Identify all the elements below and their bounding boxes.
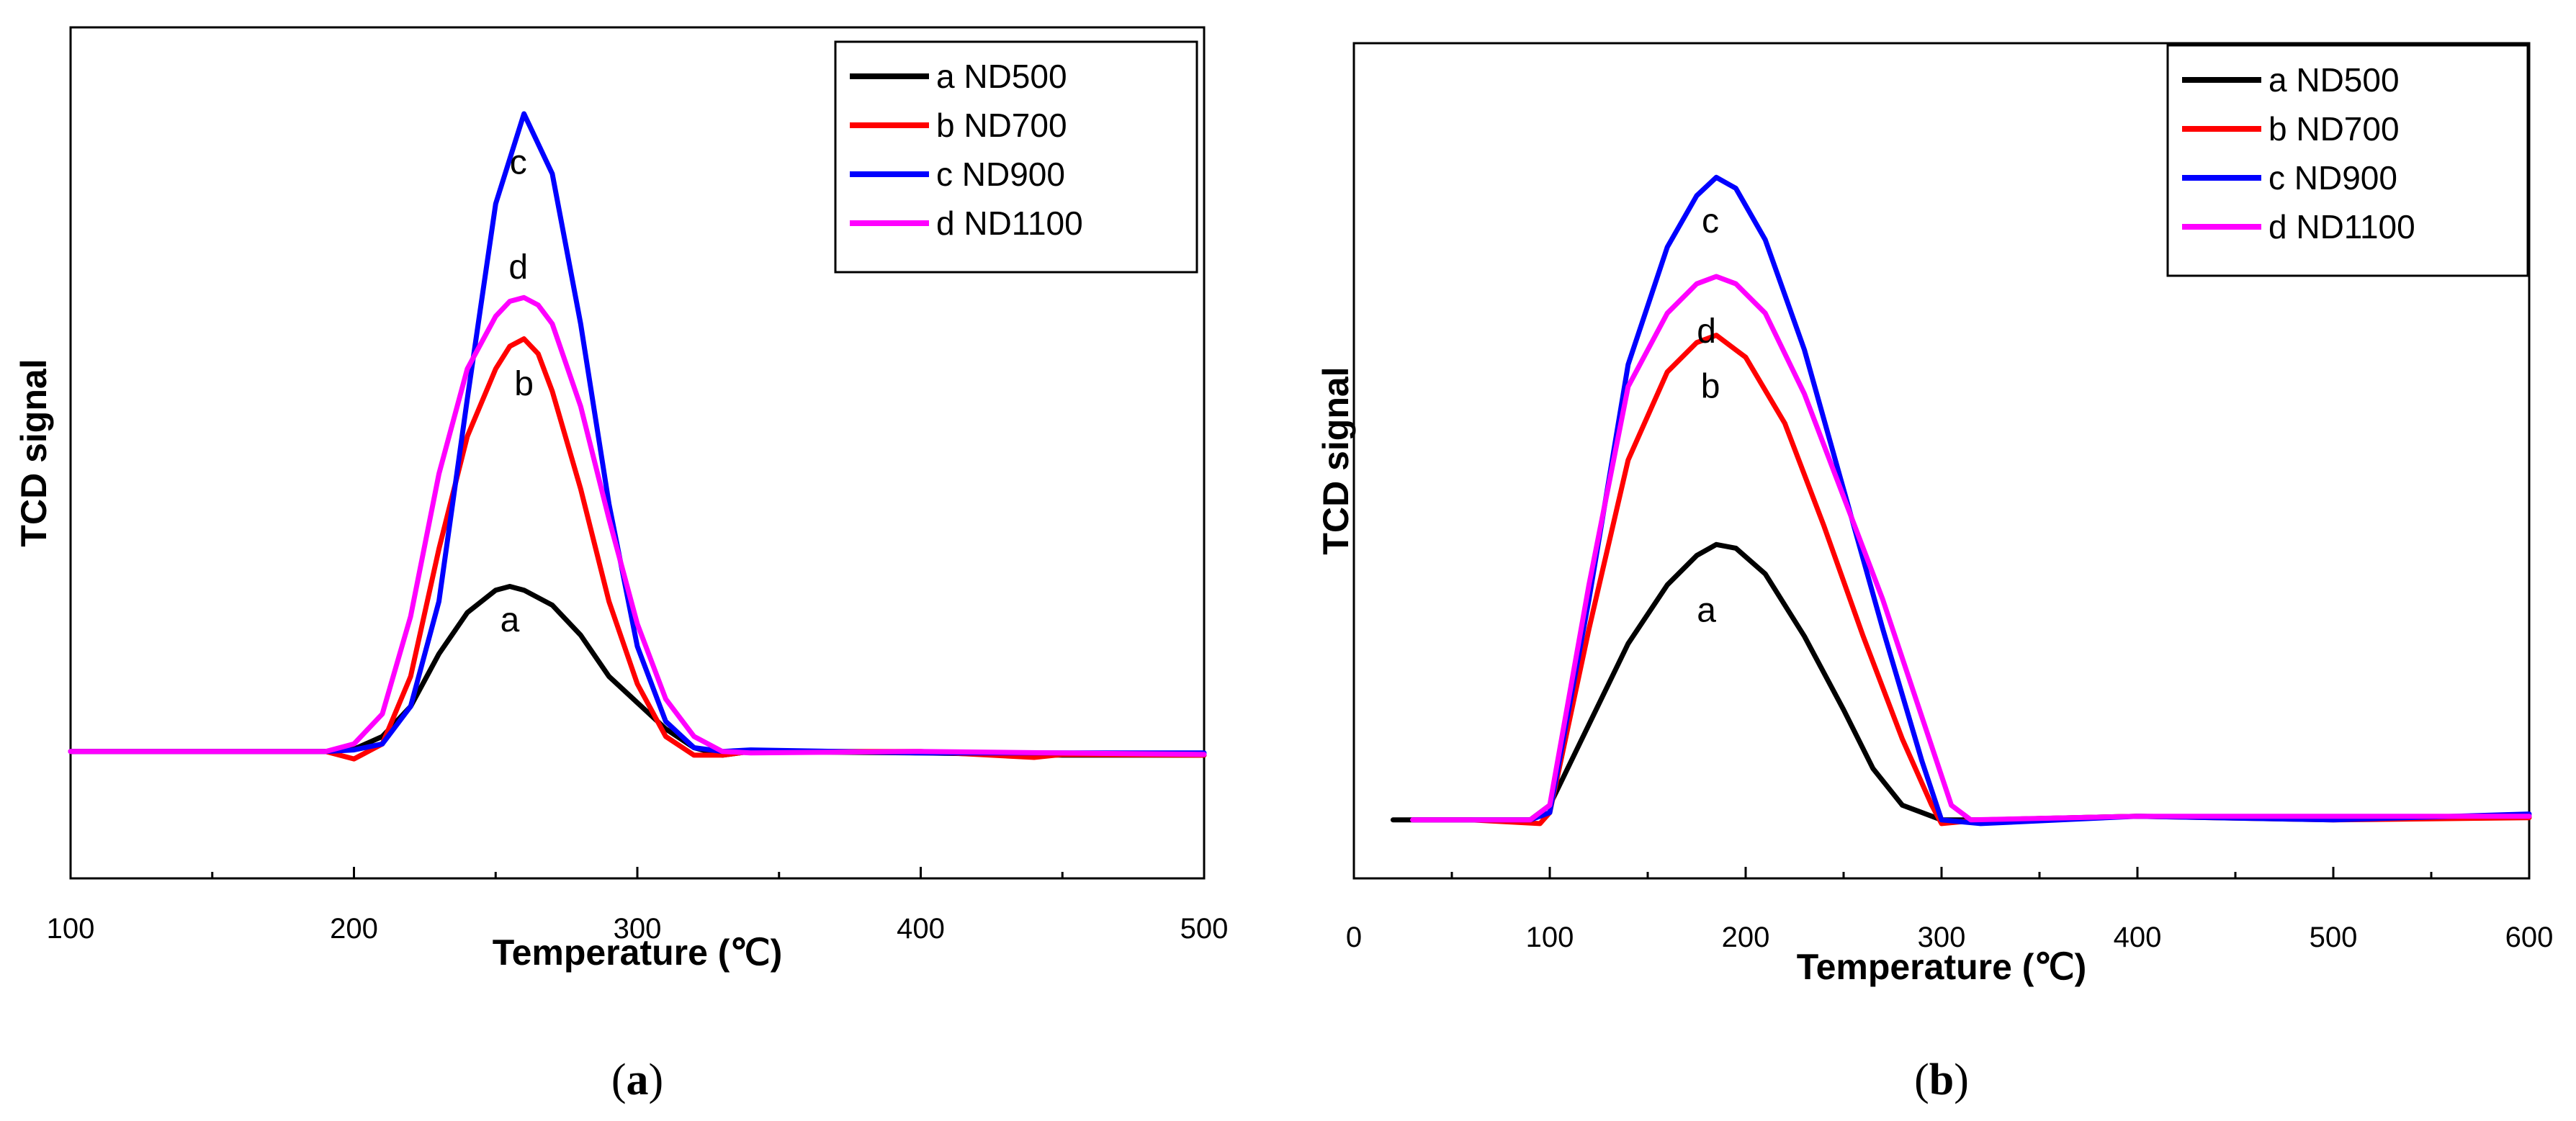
x-tick-label: 100 (1526, 922, 1574, 953)
x-tick-label: 0 (1346, 922, 1362, 953)
curve-label-b: b (514, 365, 534, 403)
caption-open: ( (1914, 1055, 1929, 1104)
x-tick-label: 200 (330, 913, 378, 945)
legend: a ND500 b ND700 c ND900 d ND1100 (2166, 44, 2529, 277)
y-axis-title: TCD signal (14, 359, 54, 546)
x-tick-label: 400 (897, 913, 945, 945)
legend-box (834, 40, 1198, 274)
legend-entry-nd900: c ND900 (2268, 159, 2397, 197)
legend-entry-nd700: b ND700 (936, 107, 1067, 144)
x-tick-label: 500 (2310, 922, 2358, 953)
series-line-nd500 (1390, 541, 2532, 823)
chart-panel-b: 0 100 200 300 400 500 600 Temperature (℃) TCD si… (1316, 42, 2554, 1104)
x-tick-label: 200 (1722, 922, 1770, 953)
x-tick-label: 400 (2114, 922, 2162, 953)
x-tick-label: 600 (2505, 922, 2554, 953)
curve-label-c: c (1702, 202, 1719, 240)
x-axis-title: Temperature (℃) (493, 932, 783, 973)
curve-label-a: a (1697, 591, 1716, 629)
panel-caption: (a) (611, 1055, 663, 1104)
caption-open: ( (611, 1055, 627, 1104)
curve-label-c: c (510, 143, 527, 181)
caption-letter: a (627, 1055, 649, 1104)
series-line-nd1100 (1410, 274, 2532, 823)
legend-entry-nd900: c ND900 (936, 156, 1065, 193)
legend-entry-nd700: b ND700 (2268, 110, 2400, 148)
legend-entry-nd1100: d ND1100 (2268, 208, 2415, 246)
series-line-nd500 (68, 584, 1207, 758)
legend-box (2166, 44, 2529, 277)
legend-entry-nd1100: d ND1100 (936, 204, 1083, 242)
legend: a ND500 b ND700 c ND900 d ND1100 (834, 40, 1198, 274)
x-tick-label: 300 (614, 913, 662, 945)
legend-entry-nd500: a ND500 (936, 58, 1067, 95)
caption-letter: b (1929, 1055, 1954, 1104)
series-line-nd700 (1410, 333, 2532, 827)
curve-label-a: a (501, 601, 520, 639)
curve-label-d: d (1697, 312, 1716, 351)
legend-entry-nd500: a ND500 (2268, 61, 2400, 99)
curve-label-b: b (1701, 367, 1720, 405)
chart-panel-a: 100 200 300 400 500 Temperature (℃) TCD signal… (14, 26, 1229, 1104)
caption-close: ) (1954, 1055, 1969, 1104)
series-line-nd1100 (68, 294, 1207, 757)
y-axis-title: TCD signal (1316, 366, 1356, 554)
curve-label-d: d (508, 248, 528, 287)
x-tick-label: 300 (1918, 922, 1966, 953)
panel-caption: (b) (1914, 1055, 1969, 1104)
caption-close: ) (649, 1055, 664, 1104)
x-axis-title: Temperature (℃) (1797, 947, 2087, 987)
x-tick-label: 500 (1180, 913, 1229, 945)
series-line-nd700 (68, 336, 1207, 762)
x-tick-label: 100 (47, 913, 95, 945)
